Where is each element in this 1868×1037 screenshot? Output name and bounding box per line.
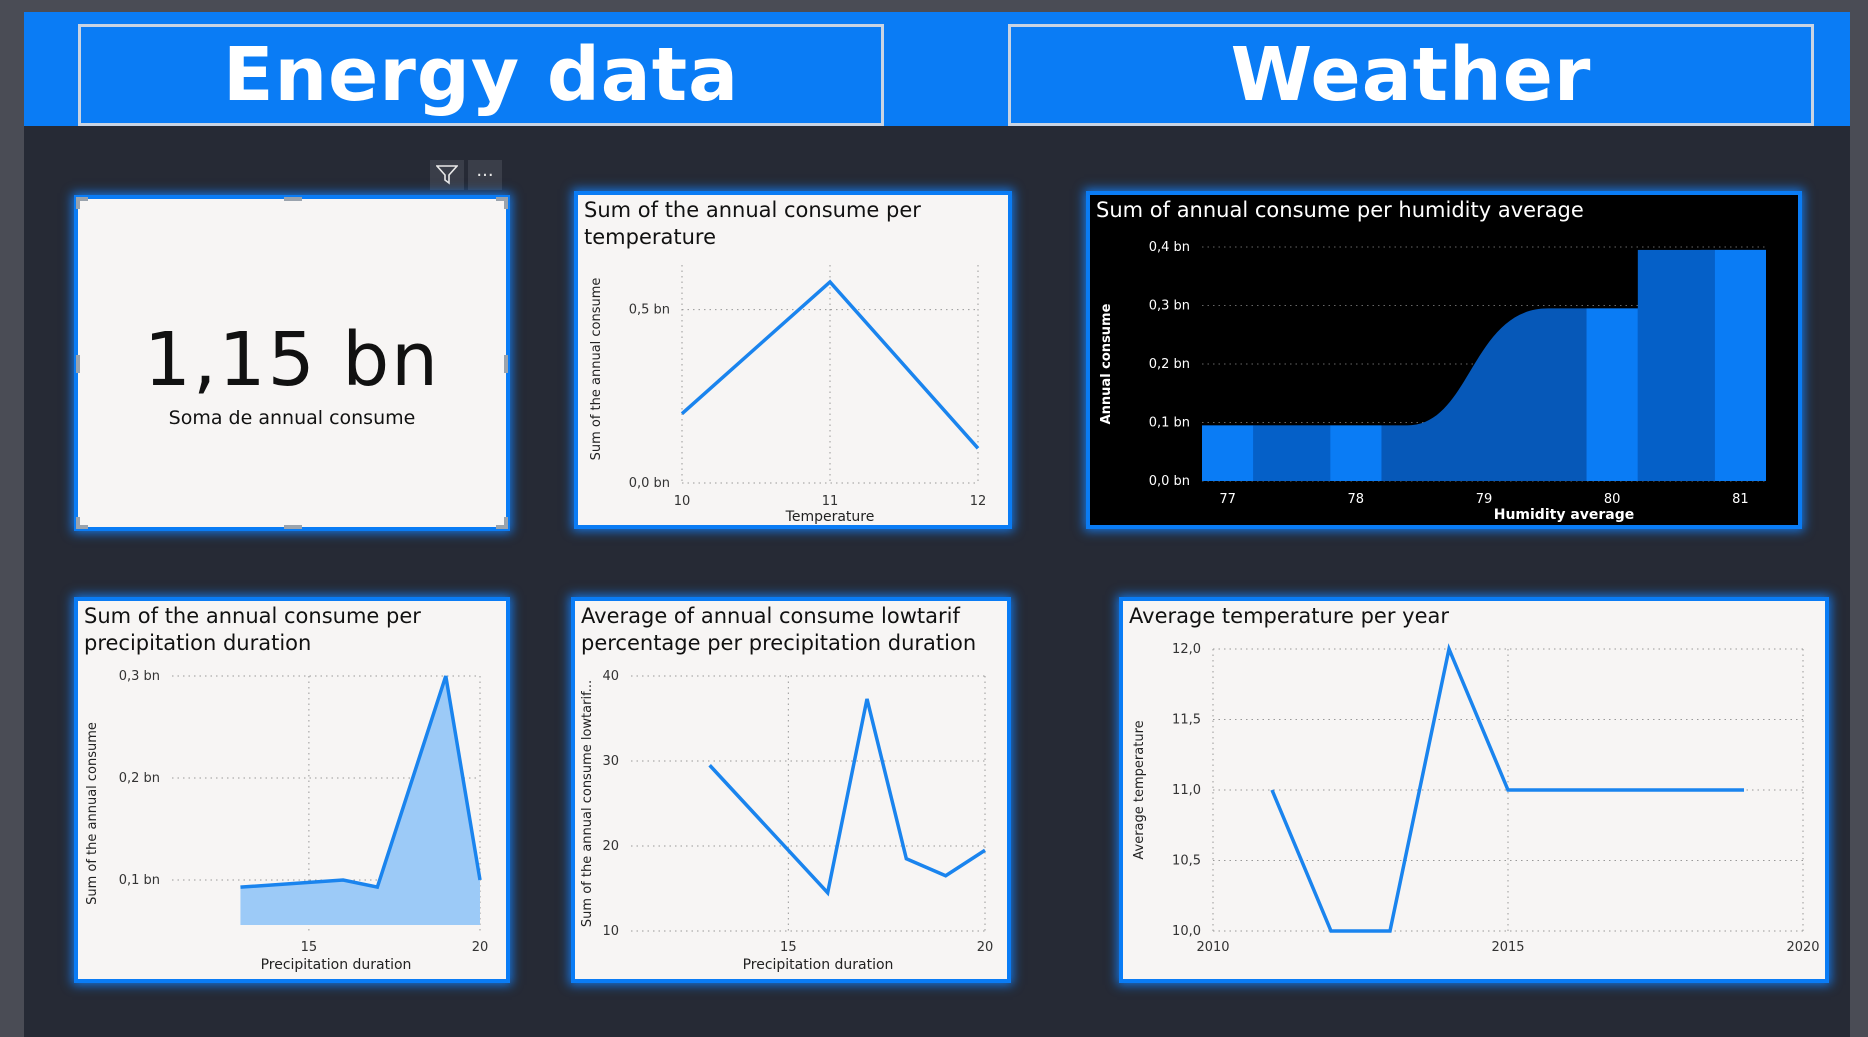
- y-tick-label: 0,2 bn: [119, 771, 160, 786]
- kpi-label: Soma de annual consume: [168, 407, 416, 429]
- category-band: [1330, 425, 1382, 481]
- x-tick-label: 80: [1604, 492, 1621, 507]
- x-tick-label: 20: [472, 940, 489, 955]
- chart-title: Sum of the annual consume per precipitat…: [84, 604, 421, 655]
- chart-title: Average temperature per year: [1129, 604, 1449, 628]
- x-tick-label: 20: [977, 940, 994, 955]
- y-tick-label: 0,5 bn: [629, 303, 670, 318]
- x-tick-label: 77: [1219, 492, 1236, 507]
- chart-card-humidity[interactable]: Sum of annual consume per humidity avera…: [1086, 191, 1802, 529]
- y-tick-label: 11,5: [1172, 713, 1201, 728]
- x-axis-title: Temperature: [785, 509, 875, 525]
- y-axis-title: Sum of the annual consume: [85, 722, 100, 905]
- category-band: [1637, 249, 1715, 481]
- y-axis-title: Sum of the annual consume: [589, 278, 604, 461]
- x-tick-label: 2015: [1491, 940, 1524, 955]
- kpi-value: 1,15 bn: [143, 317, 441, 403]
- series-line: [1270, 643, 1744, 933]
- x-tick-label: 12: [970, 494, 987, 509]
- x-tick-label: 15: [780, 940, 797, 955]
- chart-title: Sum of the annual consume per temperatur…: [584, 198, 921, 249]
- y-tick-label: 30: [602, 754, 619, 769]
- y-axis-title: Average temperature: [1132, 720, 1147, 859]
- resize-handle[interactable]: [76, 355, 80, 373]
- humidity-area-chart: 0,0 bn 0,1 bn 0,2 bn 0,3 bn 0,4 bn 77 78 79 80 81…: [1099, 240, 1766, 523]
- resize-handle[interactable]: [504, 197, 508, 209]
- x-tick-label: 2010: [1196, 940, 1229, 955]
- y-tick-label: 10: [602, 924, 619, 939]
- weather-title: Weather: [1008, 24, 1814, 126]
- y-axis-title: Sum of the annual consume lowtarif...: [580, 680, 595, 927]
- x-tick-label: 10: [674, 494, 691, 509]
- category-band: [1586, 308, 1638, 481]
- y-tick-label: 0,2 bn: [1149, 357, 1190, 372]
- x-tick-label: 15: [301, 940, 318, 955]
- x-axis-title: Precipitation duration: [743, 957, 894, 973]
- chart-title: Average of annual consume lowtarif perce…: [581, 604, 977, 655]
- category-band: [1253, 425, 1331, 481]
- filter-icon[interactable]: [430, 160, 464, 190]
- y-axis-title: Annual consume: [1099, 303, 1114, 424]
- y-tick-label: 40: [602, 669, 619, 684]
- x-tick-label: 2020: [1786, 940, 1819, 955]
- resize-handle[interactable]: [284, 197, 302, 201]
- series-line: [240, 675, 482, 890]
- category-band: [1202, 425, 1254, 481]
- x-tick-label: 81: [1732, 492, 1749, 507]
- chart-card-precipitation[interactable]: Sum of the annual consume per precipitat…: [74, 597, 510, 983]
- resize-handle[interactable]: [284, 525, 302, 529]
- y-tick-label: 0,1 bn: [119, 873, 160, 888]
- resize-handle[interactable]: [496, 197, 508, 201]
- resize-handle[interactable]: [504, 355, 508, 373]
- lowtarif-line-chart: 10 20 30 40 15 20 Precipitation duration Sum of…: [580, 669, 994, 973]
- y-tick-label: 11,0: [1172, 783, 1201, 798]
- series-line: [708, 698, 986, 897]
- x-tick-label: 11: [822, 494, 839, 509]
- x-axis-title: Precipitation duration: [261, 957, 412, 973]
- precipitation-area-chart: 0,1 bn 0,2 bn 0,3 bn 15 20 Precipitation dura…: [85, 669, 489, 973]
- y-tick-label: 12,0: [1172, 642, 1201, 657]
- y-tick-label: 20: [602, 839, 619, 854]
- area-fill: [240, 676, 480, 925]
- y-tick-label: 0,4 bn: [1149, 240, 1190, 255]
- y-tick-label: 0,3 bn: [119, 669, 160, 684]
- chart-card-lowtarif[interactable]: Average of annual consume lowtarif perce…: [571, 597, 1011, 983]
- energy-data-title: Energy data: [78, 24, 884, 126]
- resize-handle[interactable]: [76, 525, 88, 529]
- visual-header: ···: [430, 160, 502, 190]
- header-bar: Energy data Weather: [24, 12, 1850, 126]
- kpi-card[interactable]: 1,15 bn Soma de annual consume: [74, 195, 510, 531]
- resize-handle[interactable]: [504, 517, 508, 529]
- resize-handle[interactable]: [496, 525, 508, 529]
- y-tick-label: 0,0 bn: [1149, 474, 1190, 489]
- average-temperature-line-chart: 10,0 10,5 11,0 11,5 12,0 2010 2015 2020 Average …: [1132, 642, 1820, 955]
- chart-title: Sum of annual consume per humidity avera…: [1096, 198, 1584, 222]
- y-tick-label: 10,0: [1172, 924, 1201, 939]
- y-tick-label: 0,0 bn: [629, 476, 670, 491]
- resize-handle[interactable]: [76, 517, 80, 529]
- y-tick-label: 0,3 bn: [1149, 299, 1190, 314]
- chart-card-temperature[interactable]: Sum of the annual consume per temperatur…: [574, 191, 1012, 529]
- y-tick-label: 0,1 bn: [1149, 416, 1190, 431]
- y-tick-label: 10,5: [1172, 854, 1201, 869]
- x-tick-label: 79: [1476, 492, 1493, 507]
- chart-card-average-temperature[interactable]: Average temperature per year 10,0 10,5 11,…: [1119, 597, 1829, 983]
- x-tick-label: 78: [1348, 492, 1365, 507]
- category-band: [1714, 249, 1766, 481]
- series-line: [680, 279, 980, 450]
- resize-handle[interactable]: [76, 197, 88, 201]
- x-axis-title: Humidity average: [1494, 507, 1635, 523]
- resize-handle[interactable]: [76, 197, 80, 209]
- more-options-icon[interactable]: ···: [468, 160, 502, 190]
- temperature-line-chart: 0,0 bn 0,5 bn 10 11 12 Temperature Sum of the …: [589, 265, 987, 525]
